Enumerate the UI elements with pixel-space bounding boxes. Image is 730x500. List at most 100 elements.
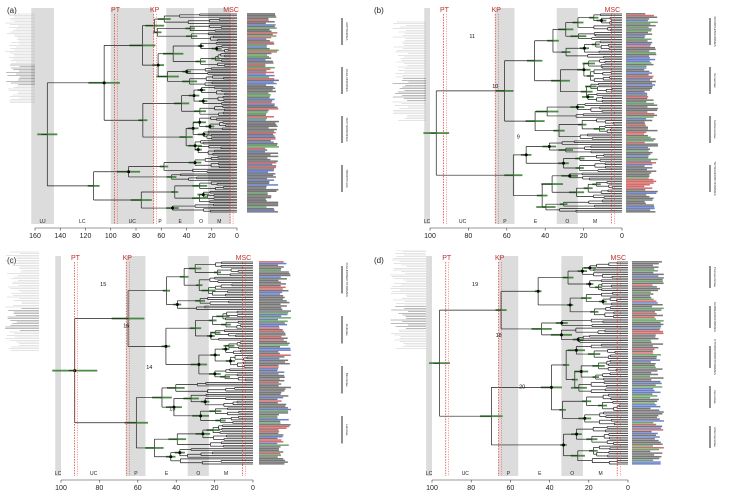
tip-label — [247, 59, 266, 61]
tip-label — [626, 192, 657, 194]
tip-label — [626, 182, 654, 184]
tip-label — [632, 282, 664, 285]
clade-label: TETRAODONTIFORMES — [713, 161, 717, 195]
tip-label — [626, 119, 653, 122]
tip-label — [632, 423, 657, 426]
hpd-bar — [597, 404, 608, 407]
axis-tick-label: 20 — [585, 485, 593, 492]
tip-label — [247, 141, 274, 143]
period-label: M — [224, 471, 228, 477]
tip-label — [247, 123, 277, 126]
tip-label — [632, 384, 656, 386]
tip-label — [259, 281, 281, 283]
tip-label — [247, 169, 274, 172]
tip-label — [247, 68, 271, 71]
hpd-bar — [206, 429, 220, 431]
tip-label — [632, 452, 663, 454]
tip-label — [247, 195, 272, 197]
axis-tick-label: 0 — [626, 485, 630, 492]
period-label: O — [565, 219, 569, 225]
tip-label — [247, 65, 266, 67]
tip-label — [632, 295, 651, 297]
axis-tick-label: 80 — [467, 485, 475, 492]
tip-label — [626, 168, 647, 171]
tip-label — [632, 323, 664, 326]
clade-label: SCORPAENIFORMES — [713, 16, 717, 46]
tip-label — [247, 142, 278, 145]
hpd-bar — [536, 206, 556, 208]
tip-label — [247, 49, 279, 52]
tip-label — [626, 28, 652, 30]
hpd-bar — [590, 310, 599, 313]
tip-label — [259, 437, 278, 440]
tip-label — [247, 130, 274, 132]
tip-label — [247, 133, 274, 135]
tip-label — [259, 463, 285, 465]
tip-label — [259, 279, 279, 282]
tip-label — [259, 327, 280, 329]
tip-label — [632, 457, 660, 460]
period-label: LC — [426, 471, 433, 477]
tip-label — [247, 176, 276, 178]
tip-label — [259, 447, 279, 450]
tip-label — [247, 125, 278, 128]
tip-label — [626, 79, 651, 81]
tip-label — [632, 450, 651, 453]
tip-label — [259, 261, 284, 263]
tip-label — [259, 300, 287, 302]
overview-thumbnail — [392, 21, 426, 121]
calibration-node — [599, 19, 603, 23]
hpd-bar — [583, 187, 593, 190]
tip-label — [259, 442, 278, 445]
tip-label — [632, 352, 654, 354]
tip-label — [632, 454, 655, 456]
tip-label — [247, 62, 274, 64]
tip-label — [632, 296, 652, 299]
tip-label — [259, 444, 289, 446]
tip-label — [626, 148, 650, 150]
tip-label — [259, 383, 282, 385]
tip-label — [626, 167, 653, 169]
tip-label — [632, 355, 657, 358]
tip-label — [259, 301, 290, 304]
tip-label — [626, 187, 653, 189]
tip-label — [632, 368, 663, 370]
tip-label — [632, 445, 654, 447]
tip-label — [259, 369, 278, 372]
tip-label — [247, 36, 272, 39]
tip-label — [259, 293, 281, 295]
tip-label — [259, 328, 283, 331]
axis-tick-label: 100 — [55, 485, 67, 492]
tip-label — [247, 32, 278, 34]
tip-label — [632, 421, 654, 424]
period-label: M — [593, 219, 597, 225]
tip-label — [259, 306, 282, 309]
calibration-node — [201, 193, 205, 197]
hpd-bar — [201, 289, 216, 292]
tip-label — [632, 393, 653, 395]
tip-label — [259, 305, 287, 307]
clade-label: Labridae — [345, 424, 349, 436]
tip-label — [632, 377, 664, 379]
tip-label — [632, 455, 662, 458]
node-number-label: 10 — [492, 84, 498, 90]
period-label: P — [158, 219, 162, 225]
clade-label: GOBIESOCIFORMES — [713, 302, 717, 332]
tip-label — [626, 57, 650, 59]
tip-label — [626, 133, 645, 135]
hpd-bar — [562, 276, 574, 279]
tip-label — [626, 160, 652, 162]
axis-tick-label: 40 — [541, 233, 549, 240]
axis-tick-label: 80 — [465, 233, 473, 240]
panel-c: (c) LC UC P E O M 100 80 60 40 20 0 PT KP MSC 15 16 14 13 PL… — [5, 250, 360, 498]
tip-label — [626, 62, 652, 64]
tip-label — [259, 283, 286, 285]
event-label: MSC — [605, 7, 621, 14]
tip-label — [247, 168, 275, 170]
tip-label — [247, 165, 277, 167]
tip-label — [247, 101, 272, 104]
tip-label — [632, 336, 656, 338]
period-band — [424, 8, 430, 224]
tip-label — [626, 145, 658, 147]
tip-label — [632, 307, 664, 310]
